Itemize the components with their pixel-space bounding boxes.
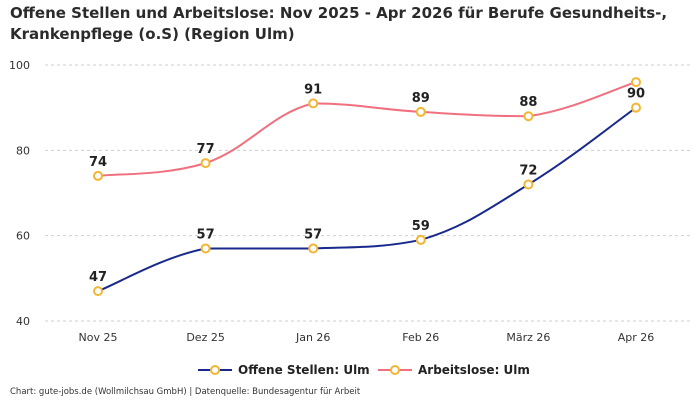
x-tick-label: Dez 25: [186, 331, 225, 344]
x-axis: Nov 25 Dez 25 Jan 26 Feb 26 März 26 Apr 26: [79, 331, 655, 344]
data-point-arbeitslose-ulm: [200, 158, 211, 169]
legend-label: Arbeitslose: Ulm: [418, 363, 530, 377]
data-point-offene-stellen-ulm: [523, 179, 534, 190]
data-point-offene-stellen-ulm: [631, 102, 641, 113]
data-point-offene-stellen-ulm: [415, 234, 426, 245]
data-label: 57: [304, 227, 322, 242]
grid-layer: [45, 64, 692, 322]
x-tick-label: Nov 25: [79, 331, 118, 344]
data-point-arbeitslose-ulm: [415, 106, 426, 117]
y-axis: 40 60 80 100: [9, 59, 30, 328]
data-label: 47: [89, 270, 107, 285]
y-tick-label: 40: [16, 315, 30, 328]
legend-marker: [210, 365, 220, 375]
series-line-arbeitslose-ulm: [97, 81, 637, 177]
legend-label: Offene Stellen: Ulm: [238, 363, 370, 377]
legend: Offene Stellen: Ulm Arbeitslose: Ulm: [198, 363, 530, 377]
legend-marker: [390, 365, 400, 375]
series-layer: [93, 77, 641, 297]
data-label: 57: [197, 227, 215, 242]
x-tick-label: Apr 26: [618, 331, 655, 344]
data-point-offene-stellen-ulm: [200, 243, 211, 254]
data-label: 88: [519, 95, 537, 110]
data-label: 74: [89, 155, 107, 170]
x-tick-label: März 26: [506, 331, 550, 344]
chart-footer: Chart: gute-jobs.de (Wollmilchsau GmbH) …: [10, 387, 361, 397]
series-line-offene-stellen-ulm: [97, 106, 637, 293]
data-point-arbeitslose-ulm: [631, 77, 641, 88]
y-tick-label: 100: [9, 59, 30, 72]
data-point-offene-stellen-ulm: [93, 286, 103, 297]
data-point-arbeitslose-ulm: [93, 170, 103, 181]
data-label: 90: [627, 87, 645, 102]
data-label: 77: [197, 142, 215, 157]
data-label: 72: [519, 163, 537, 178]
data-point-arbeitslose-ulm: [523, 111, 534, 122]
y-tick-label: 80: [16, 144, 30, 157]
data-labels: 74 77 91 89 88 47 57 57 59 72 90: [89, 82, 645, 285]
data-point-offene-stellen-ulm: [308, 243, 319, 254]
data-label: 89: [412, 91, 430, 106]
data-label: 59: [412, 219, 430, 234]
y-tick-label: 60: [16, 230, 30, 243]
data-point-arbeitslose-ulm: [308, 98, 319, 109]
x-tick-label: Feb 26: [402, 331, 439, 344]
chart-title: Offene Stellen und Arbeitslose: Nov 2025…: [10, 4, 668, 43]
data-label: 91: [304, 82, 322, 97]
x-tick-label: Jan 26: [295, 331, 330, 344]
